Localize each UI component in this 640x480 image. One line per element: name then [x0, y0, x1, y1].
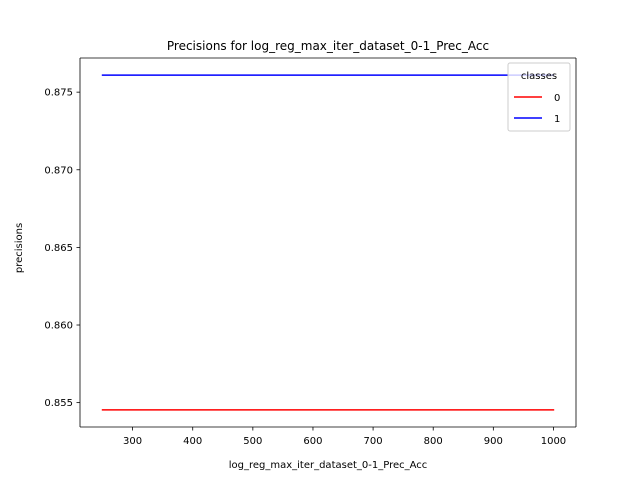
series-layer — [101, 74, 555, 411]
x-axis-label: log_reg_max_iter_dataset_0-1_Prec_Acc — [229, 460, 428, 471]
x-tick-label: 300 — [123, 436, 142, 447]
y-axis: 0.855 0.860 0.865 0.870 0.875 — [44, 88, 80, 409]
x-tick-label: 500 — [243, 436, 262, 447]
x-tick-label: 1000 — [541, 436, 566, 447]
x-tick-label: 800 — [424, 436, 443, 447]
y-tick-label: 0.855 — [44, 398, 73, 409]
chart-title: Precisions for log_reg_max_iter_dataset_… — [167, 39, 489, 53]
legend-label-0: 0 — [554, 93, 560, 104]
plot-background — [80, 58, 576, 427]
x-tick-label: 400 — [183, 436, 202, 447]
x-tick-label: 900 — [484, 436, 503, 447]
legend-title: classes — [521, 71, 557, 82]
legend-label-1: 1 — [554, 114, 560, 125]
y-axis-label: precisions — [14, 223, 25, 273]
x-axis: 300 400 500 600 700 800 900 1000 — [123, 427, 566, 447]
plot-area — [79, 57, 577, 428]
legend: classes 01 — [507, 62, 571, 132]
x-tick-label: 600 — [303, 436, 322, 447]
y-tick-label: 0.860 — [44, 321, 73, 332]
y-tick-label: 0.870 — [44, 165, 73, 176]
y-tick-label: 0.865 — [44, 243, 73, 254]
x-tick-label: 700 — [364, 436, 383, 447]
legend-entries: 01 — [514, 93, 560, 125]
y-tick-label: 0.875 — [44, 88, 73, 99]
